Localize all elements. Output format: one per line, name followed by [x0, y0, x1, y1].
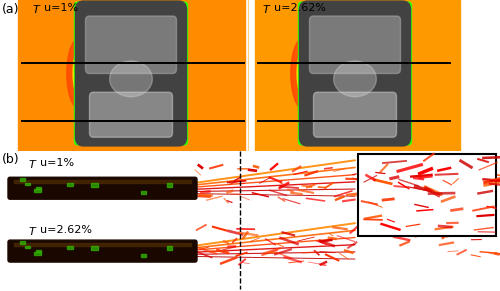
Text: $T$: $T$ [28, 225, 38, 237]
Ellipse shape [291, 38, 314, 109]
Bar [36, 187, 41, 189]
Text: u=2.62%: u=2.62% [40, 225, 92, 235]
Bar [358, 154, 496, 236]
FancyBboxPatch shape [86, 16, 176, 74]
Text: $T$: $T$ [28, 158, 38, 170]
Bar [36, 250, 41, 252]
Bar [25, 183, 30, 185]
Bar [25, 246, 30, 248]
Bar [141, 254, 146, 257]
FancyBboxPatch shape [8, 240, 197, 262]
FancyBboxPatch shape [314, 92, 396, 137]
Ellipse shape [297, 51, 308, 96]
Text: u=2.62%: u=2.62% [274, 3, 326, 13]
Bar [20, 241, 24, 244]
Ellipse shape [73, 51, 85, 96]
Bar [91, 183, 98, 187]
Text: u=1%: u=1% [44, 3, 78, 13]
Bar [14, 180, 191, 183]
Text: $T$: $T$ [32, 3, 42, 15]
Bar [167, 183, 172, 187]
Ellipse shape [110, 61, 152, 97]
Text: $T$: $T$ [262, 3, 272, 15]
Bar [255, 0, 460, 151]
FancyBboxPatch shape [310, 16, 400, 74]
FancyBboxPatch shape [300, 1, 410, 146]
Bar [34, 189, 41, 192]
Ellipse shape [67, 38, 90, 109]
Bar [34, 252, 41, 255]
Bar [14, 243, 191, 246]
Bar [91, 246, 98, 250]
Text: u=1%: u=1% [40, 158, 74, 168]
FancyBboxPatch shape [8, 177, 197, 199]
Text: (a): (a) [2, 3, 20, 16]
Bar [18, 0, 245, 151]
Bar [67, 246, 73, 249]
Bar [141, 191, 146, 194]
Bar [167, 246, 172, 250]
Ellipse shape [334, 61, 376, 97]
FancyBboxPatch shape [76, 1, 186, 146]
Text: (b): (b) [2, 153, 20, 166]
Bar [20, 178, 24, 181]
FancyBboxPatch shape [90, 92, 172, 137]
Bar [67, 183, 73, 186]
FancyBboxPatch shape [74, 2, 188, 145]
FancyBboxPatch shape [298, 2, 412, 145]
